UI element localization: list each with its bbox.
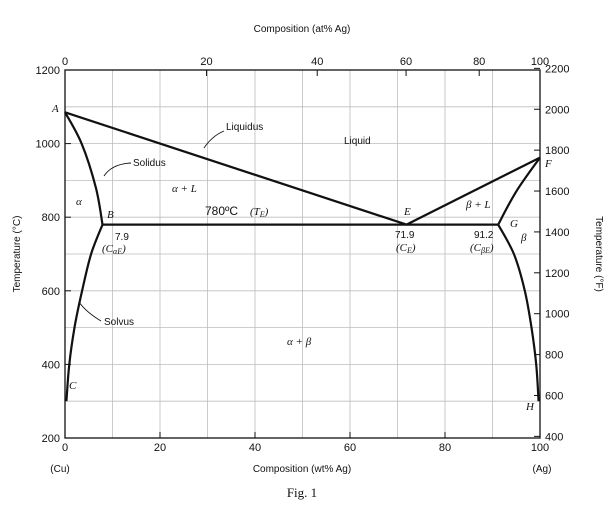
x-top-tick-label: 60 <box>400 56 412 68</box>
y-right-tick-label: 1600 <box>545 186 569 198</box>
x-bottom-tick-label: 100 <box>531 442 549 454</box>
x-top-ticks: 0 20 40 60 80 100 <box>62 56 549 76</box>
c-alpha-symbol: (CαE) <box>102 243 126 256</box>
y-left-tick-label: 200 <box>42 433 60 445</box>
curve-solvus-right <box>497 224 540 402</box>
y-right-tick-label: 600 <box>545 390 563 402</box>
plot-frame <box>64 69 541 439</box>
y-left-tick-label: 400 <box>42 359 60 371</box>
x-top-tick-label: 20 <box>200 56 212 68</box>
curve-solidus-right <box>497 156 541 226</box>
solvus-label: Solvus <box>104 317 134 328</box>
y-right-tick-label: 1000 <box>545 309 569 321</box>
solidus-leader <box>103 162 132 177</box>
y-right-tick-label: 1400 <box>545 227 569 239</box>
beta-liquid-region-label: β + L <box>465 199 491 211</box>
alpha-beta-region-label: α + β <box>287 336 312 348</box>
point-c-label: C <box>69 380 77 392</box>
phase-boundaries <box>64 111 541 402</box>
x-top-tick-label: 100 <box>531 56 549 68</box>
c-e-value: 71.9 <box>395 230 415 241</box>
point-g-label: G <box>510 218 518 230</box>
x-bottom-axis-title: Composition (wt% Ag) <box>253 464 351 475</box>
liquidus-leader <box>203 130 225 149</box>
figure-caption: Fig. 1 <box>287 485 317 500</box>
x-top-tick-label: 40 <box>311 56 323 68</box>
curve-liquidus-left <box>64 111 407 226</box>
solidus-label: Solidus <box>133 158 166 169</box>
y-left-tick-label: 1000 <box>36 139 60 151</box>
x-bottom-tick-label: 20 <box>154 442 166 454</box>
x-bottom-ticks: 0 20 40 60 80 100 <box>62 432 549 454</box>
x-bottom-right-end-label: (Ag) <box>533 464 552 475</box>
x-bottom-tick-label: 80 <box>439 442 451 454</box>
grid <box>65 70 540 438</box>
y-right-tick-label: 2000 <box>545 104 569 116</box>
x-bottom-tick-label: 60 <box>344 442 356 454</box>
y-right-ticks: 400 600 800 1000 1200 1400 1600 1800 2000 2200 <box>534 63 569 443</box>
point-h-label: H <box>525 401 535 413</box>
point-a-label: A <box>51 103 59 115</box>
y-left-tick-label: 600 <box>42 286 60 298</box>
point-e-label: E <box>403 206 411 218</box>
y-left-tick-label: 1200 <box>36 65 60 77</box>
c-alpha-value: 7.9 <box>115 232 129 243</box>
y-left-axis-title: Temperature (°C) <box>12 216 23 293</box>
y-right-tick-label: 1800 <box>545 145 569 157</box>
x-top-tick-label: 0 <box>62 56 68 68</box>
c-e-symbol: (CE) <box>396 242 416 255</box>
point-b-label: B <box>107 209 114 221</box>
liquid-region-label: Liquid <box>344 136 371 147</box>
x-bottom-tick-label: 40 <box>249 442 261 454</box>
y-left-ticks: 200 400 600 800 1000 1200 <box>36 65 71 445</box>
alpha-liquid-region-label: α + L <box>172 183 197 195</box>
eutectic-temperature-symbol: (TE) <box>250 206 269 219</box>
alpha-region-label: α <box>76 196 82 208</box>
c-beta-value: 91.2 <box>474 230 494 241</box>
curve-solidus-left <box>64 111 104 225</box>
y-right-tick-label: 1200 <box>545 268 569 280</box>
y-right-tick-label: 800 <box>545 350 563 362</box>
c-beta-symbol: (CβE) <box>470 242 494 255</box>
point-f-label: F <box>544 158 552 170</box>
eutectic-temperature-label: 780ºC <box>205 204 238 218</box>
x-top-tick-label: 80 <box>473 56 485 68</box>
liquidus-label: Liquidus <box>226 122 263 133</box>
x-top-axis-title: Composition (at% Ag) <box>254 24 351 35</box>
beta-region-label: β <box>520 232 527 244</box>
y-right-tick-label: 2200 <box>545 63 569 75</box>
x-bottom-tick-label: 0 <box>62 442 68 454</box>
y-right-tick-label: 400 <box>545 431 563 443</box>
curve-liquidus-right <box>406 156 541 226</box>
solvus-leader <box>78 301 102 322</box>
curve-solvus-left <box>65 224 104 402</box>
y-right-axis-title: Temperature (°F) <box>593 216 604 292</box>
y-left-tick-label: 800 <box>42 212 60 224</box>
x-bottom-left-end-label: (Cu) <box>50 464 69 475</box>
